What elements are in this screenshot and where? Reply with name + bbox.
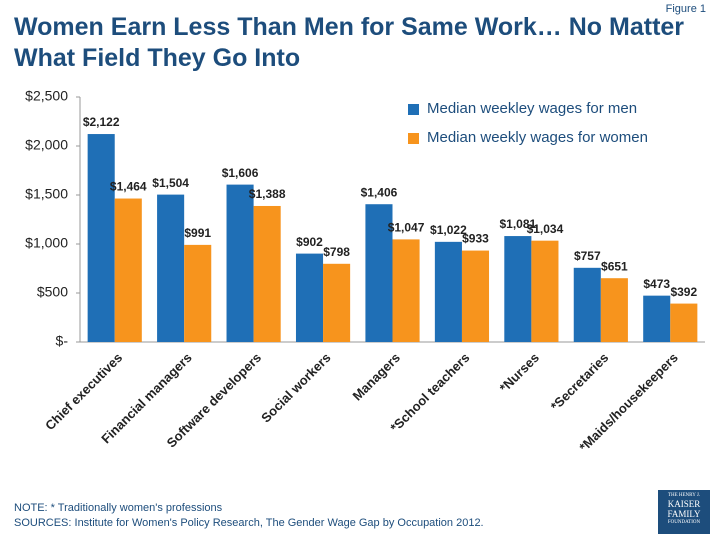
value-label: $2,122 bbox=[83, 115, 120, 129]
bar bbox=[504, 236, 532, 342]
value-label: $1,022 bbox=[430, 223, 467, 237]
y-tick-label: $500 bbox=[37, 284, 68, 300]
y-tick-label: $1,500 bbox=[25, 186, 68, 202]
bar bbox=[114, 198, 142, 342]
y-tick-label: $2,500 bbox=[25, 88, 68, 104]
legend-label: Median weekley wages for men bbox=[427, 100, 638, 117]
value-label: $798 bbox=[323, 245, 350, 259]
value-label: $651 bbox=[601, 259, 628, 273]
logo-text: FOUNDATION bbox=[667, 520, 701, 525]
value-label: $1,464 bbox=[110, 180, 147, 194]
value-label: $1,504 bbox=[152, 176, 189, 190]
chart-title: Women Earn Less Than Men for Same Work… … bbox=[14, 13, 685, 72]
bar bbox=[600, 278, 628, 342]
value-label: $1,047 bbox=[388, 221, 425, 235]
value-label: $933 bbox=[462, 232, 489, 246]
legend: Median weekley wages for men Median weekl… bbox=[408, 100, 648, 158]
logo-text: THE HENRY J. bbox=[667, 493, 701, 498]
legend-swatch bbox=[408, 133, 419, 144]
value-label: $1,406 bbox=[361, 185, 398, 199]
value-label: $1,606 bbox=[222, 166, 259, 180]
bar bbox=[295, 253, 324, 342]
bar bbox=[365, 204, 393, 342]
bar bbox=[87, 134, 115, 342]
bar bbox=[573, 267, 601, 342]
x-tick-label: Managers bbox=[350, 350, 404, 404]
value-label: $1,388 bbox=[249, 187, 286, 201]
value-label: $473 bbox=[643, 277, 670, 291]
bar bbox=[323, 263, 351, 342]
y-tick-label: $1,000 bbox=[25, 235, 68, 251]
bar bbox=[434, 241, 462, 342]
x-tick-label: *Nurses bbox=[497, 350, 542, 395]
sources: SOURCES: Institute for Women's Policy Re… bbox=[14, 517, 484, 529]
bar bbox=[670, 303, 698, 342]
bar bbox=[226, 184, 254, 342]
y-tick-label: $- bbox=[56, 333, 69, 349]
value-label: $1,081 bbox=[499, 217, 536, 231]
bar bbox=[184, 244, 212, 342]
bar bbox=[531, 240, 559, 342]
legend-label: Median weekly wages for women bbox=[427, 129, 648, 146]
value-label: $1,034 bbox=[527, 222, 564, 236]
value-label: $757 bbox=[574, 249, 601, 263]
legend-swatch bbox=[408, 104, 419, 115]
note: NOTE: * Traditionally women's profession… bbox=[14, 502, 223, 514]
logo-text: KAISER bbox=[667, 499, 701, 509]
y-tick-label: $2,000 bbox=[25, 137, 68, 153]
legend-item: Median weekley wages for men bbox=[408, 100, 648, 117]
bar bbox=[461, 250, 490, 342]
value-label: $392 bbox=[670, 285, 697, 299]
figure-label: Figure 1 bbox=[665, 3, 706, 15]
value-label: $991 bbox=[184, 226, 211, 240]
logo-text: FAMILY bbox=[667, 509, 701, 519]
legend-item: Median weekly wages for women bbox=[408, 129, 648, 146]
bar bbox=[157, 194, 185, 342]
bar bbox=[392, 239, 420, 342]
bar bbox=[643, 295, 671, 342]
value-label: $902 bbox=[296, 235, 323, 249]
x-tick-label: Social workers bbox=[258, 350, 334, 426]
x-tick-label: *Secretaries bbox=[548, 350, 612, 414]
footer: NOTE: * Traditionally women's profession… bbox=[14, 501, 484, 531]
logo: THE HENRY J. KAISER FAMILY FOUNDATION bbox=[658, 490, 710, 534]
bar bbox=[253, 205, 281, 342]
